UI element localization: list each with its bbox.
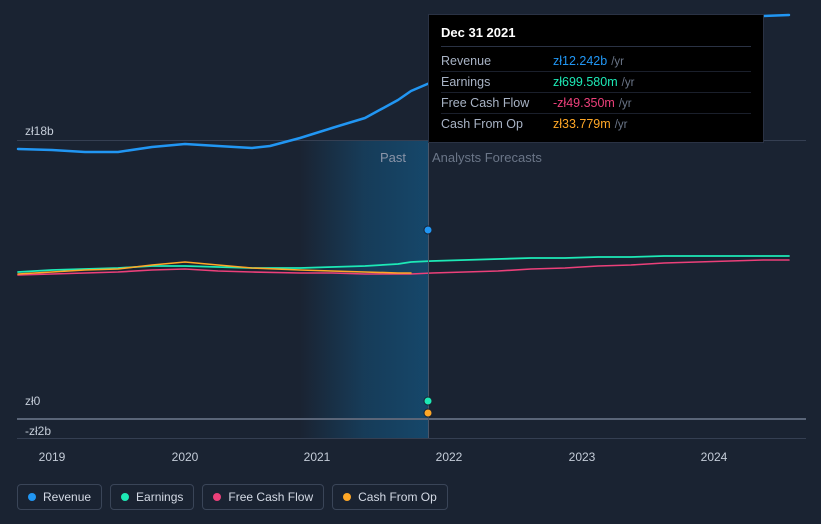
x-axis: 2019 2020 2021 2022 2023 2024 xyxy=(17,450,806,474)
x-tick-label: 2021 xyxy=(304,450,331,464)
legend-item-label: Revenue xyxy=(43,490,91,504)
tooltip-row-unit: /yr xyxy=(619,98,632,110)
legend-item-label: Free Cash Flow xyxy=(228,490,313,504)
tooltip-row: Earningszł699.580m/yr xyxy=(441,72,751,93)
cursor-marker-revenue xyxy=(424,226,433,235)
chart-plot-svg[interactable] xyxy=(17,140,806,438)
legend-item-fcf[interactable]: Free Cash Flow xyxy=(202,484,324,510)
legend-dot-icon xyxy=(213,493,221,501)
tooltip-row: Revenuezł12.242b/yr xyxy=(441,51,751,72)
legend-dot-icon xyxy=(343,493,351,501)
tooltip-row-label: Earnings xyxy=(441,75,553,89)
past-label: Past xyxy=(380,150,406,165)
financials-chart: zł18bzł0-zł2b Past Analysts Forecasts 20… xyxy=(0,0,821,524)
legend-item-label: Cash From Op xyxy=(358,490,437,504)
x-tick-label: 2024 xyxy=(701,450,728,464)
y-tick-label: zł18b xyxy=(25,124,54,138)
x-tick-label: 2023 xyxy=(569,450,596,464)
tooltip-title: Dec 31 2021 xyxy=(441,25,751,47)
legend-item-revenue[interactable]: Revenue xyxy=(17,484,102,510)
legend-item-label: Earnings xyxy=(136,490,183,504)
forecast-label: Analysts Forecasts xyxy=(432,150,542,165)
tooltip-row-label: Cash From Op xyxy=(441,117,553,131)
tooltip-row-label: Free Cash Flow xyxy=(441,96,553,110)
tooltip-row-unit: /yr xyxy=(622,77,635,89)
x-tick-label: 2020 xyxy=(172,450,199,464)
cursor-marker-earnings xyxy=(424,397,433,406)
x-tick-label: 2019 xyxy=(39,450,66,464)
legend-dot-icon xyxy=(28,493,36,501)
x-tick-label: 2022 xyxy=(436,450,463,464)
tooltip-row-value: -zł49.350m xyxy=(553,96,615,110)
legend-item-cfo[interactable]: Cash From Op xyxy=(332,484,448,510)
legend-item-earnings[interactable]: Earnings xyxy=(110,484,194,510)
tooltip-row: Free Cash Flow-zł49.350m/yr xyxy=(441,93,751,114)
chart-legend: Revenue Earnings Free Cash Flow Cash From O… xyxy=(17,484,448,510)
tooltip-row-value: zł33.779m xyxy=(553,117,611,131)
tooltip-row-label: Revenue xyxy=(441,54,553,68)
tooltip-row: Cash From Opzł33.779m/yr xyxy=(441,114,751,134)
cursor-marker-cfo xyxy=(424,409,433,418)
legend-dot-icon xyxy=(121,493,129,501)
tooltip-row-value: zł12.242b xyxy=(553,54,607,68)
tooltip-row-unit: /yr xyxy=(615,119,628,131)
series-line-earnings[interactable] xyxy=(18,256,789,272)
tooltip-row-unit: /yr xyxy=(611,56,624,68)
gridline-bottom xyxy=(17,438,806,439)
chart-tooltip: Dec 31 2021 Revenuezł12.242b/yrEarningsz… xyxy=(428,14,764,143)
tooltip-row-value: zł699.580m xyxy=(553,75,618,89)
series-line-cfo[interactable] xyxy=(18,262,411,274)
